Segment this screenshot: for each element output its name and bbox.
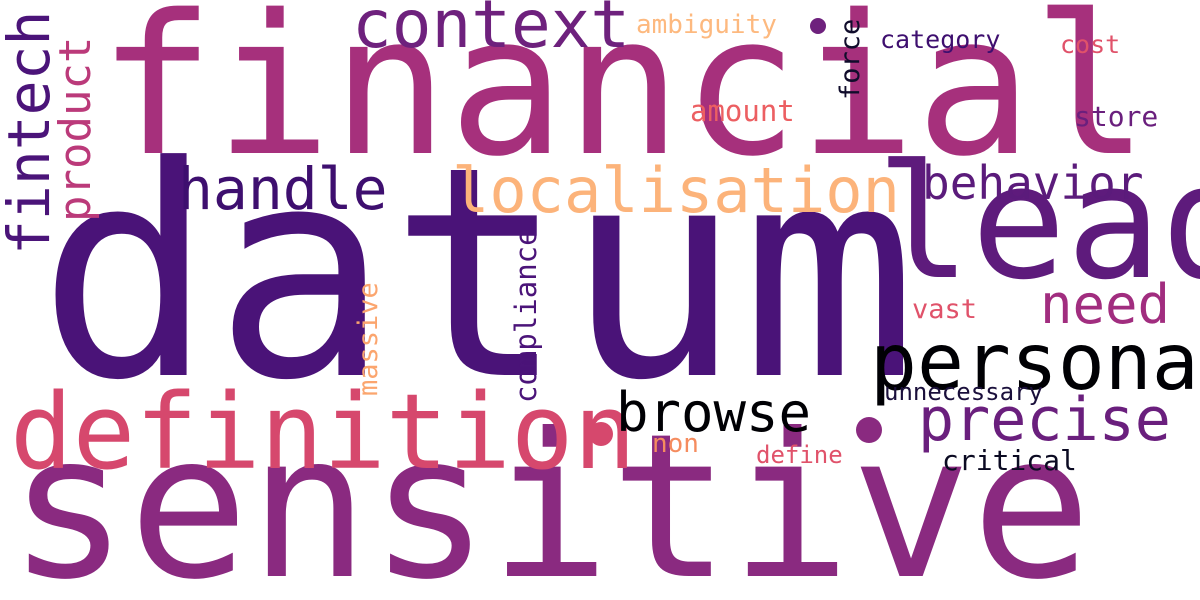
word-ambiguity: ambiguity <box>636 10 777 40</box>
word-product: product <box>50 36 101 222</box>
word-context: context <box>352 0 631 63</box>
word-massive: massive <box>353 282 384 396</box>
word-amount: amount <box>690 94 795 128</box>
word-non: non <box>652 429 699 459</box>
word-financial: financial <box>98 0 1150 199</box>
dot-mark <box>810 18 826 34</box>
word-handle: handle <box>178 155 388 223</box>
word-definition: definition <box>10 371 637 493</box>
word-unnecessary: unnecessary <box>884 378 1043 406</box>
word-vast: vast <box>912 294 978 325</box>
dot-mark <box>856 417 882 443</box>
word-category: category <box>880 25 1001 54</box>
word-store: store <box>1074 100 1159 133</box>
word-need: need <box>1040 273 1171 336</box>
word-behavior: behavior <box>922 156 1144 210</box>
word-compliance: compliance <box>509 228 543 403</box>
word-critical: critical <box>942 444 1077 477</box>
word-browse: browse <box>616 381 812 444</box>
word-personal: personal <box>870 318 1200 408</box>
word-cost: cost <box>1060 30 1121 59</box>
word-define: define <box>756 441 843 469</box>
word-force: force <box>835 18 866 100</box>
word-datum: datum <box>38 104 917 444</box>
word-localisation: localisation <box>452 154 900 227</box>
dot-mark <box>589 422 613 446</box>
word-sensitive: sensitive <box>8 391 1092 600</box>
word-precise: precise <box>918 385 1171 455</box>
